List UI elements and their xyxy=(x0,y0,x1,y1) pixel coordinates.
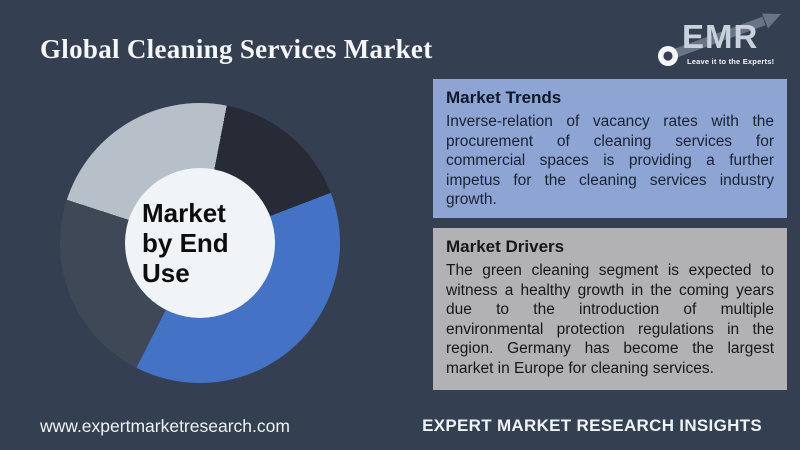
market-drivers-body: The green cleaning segment is expected t… xyxy=(446,262,774,377)
page-title: Global Cleaning Services Market xyxy=(40,34,433,64)
donut-center: Market by End Use xyxy=(125,168,275,318)
logo-text: EMR xyxy=(682,18,759,55)
growth-arrow-icon xyxy=(658,13,781,66)
market-trends-body: Inverse-relation of vacancy rates with t… xyxy=(446,113,774,209)
market-drivers-panel: Market Drivers The green cleaning segmen… xyxy=(433,228,787,390)
market-drivers-title: Market Drivers xyxy=(446,237,565,256)
market-trends-title: Market Trends xyxy=(446,88,562,107)
chart-center-label: Market by End Use xyxy=(142,197,229,289)
emr-logo: EMR Leave it to the Experts! xyxy=(650,6,790,72)
footer-website-link[interactable]: www.expertmarketresearch.com xyxy=(40,416,290,436)
market-trends-panel: Market Trends Inverse-relation of vacanc… xyxy=(433,79,787,218)
footer-tagline: EXPERT MARKET RESEARCH INSIGHTS xyxy=(422,416,762,435)
logo-tagline: Leave it to the Experts! xyxy=(687,57,775,66)
donut-chart: Market by End Use xyxy=(60,103,340,383)
